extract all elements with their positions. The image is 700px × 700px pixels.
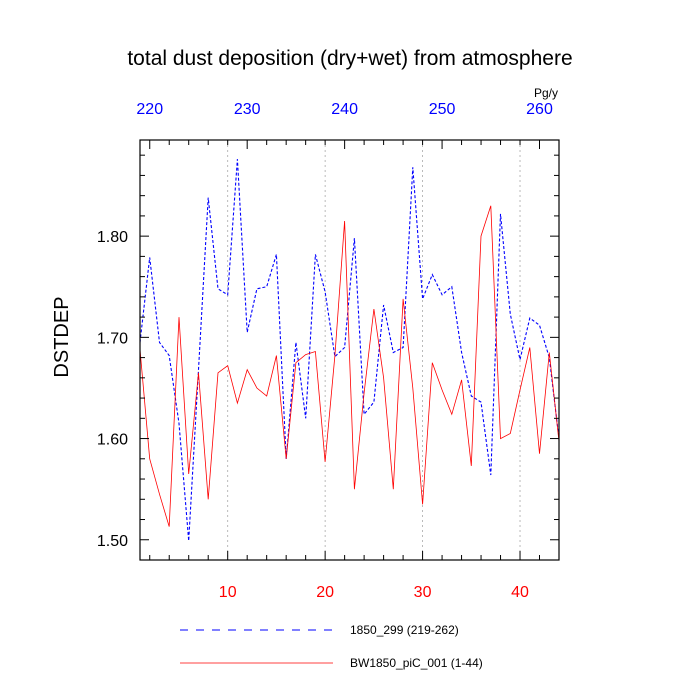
legend: 1850_299 (219-262) BW1850_piC_001 (1-44) (180, 623, 483, 670)
x-tick-label-top: 230 (234, 101, 261, 118)
series-1850-line (139, 159, 560, 541)
y-tick-label: 1.80 (97, 229, 128, 246)
y-axis-label: DSTDEP (51, 296, 73, 377)
units-label: Pg/y (534, 86, 558, 100)
y-tick-label: 1.50 (97, 533, 128, 550)
plot-frame (139, 139, 560, 561)
x-tick-label-bottom: 10 (219, 584, 237, 601)
x-tick-label-bottom: 40 (511, 584, 529, 601)
ticks: 1.50 1.60 1.70 1.80 10 20 30 40 220 230 240 250 260 (97, 101, 560, 601)
y-tick-label: 1.70 (97, 330, 128, 347)
grid (227, 140, 521, 560)
x-tick-label-top: 240 (331, 101, 358, 118)
legend-label: BW1850_piC_001 (1-44) (350, 656, 483, 670)
x-tick-label-top: 220 (136, 101, 163, 118)
x-tick-label-top: 260 (526, 101, 553, 118)
series-layer (139, 159, 560, 541)
legend-label: 1850_299 (219-262) (350, 623, 459, 637)
y-tick-label: 1.60 (97, 432, 128, 449)
x-tick-label-top: 250 (429, 101, 456, 118)
chart-title: total dust deposition (dry+wet) from atm… (127, 47, 572, 70)
x-tick-label-bottom: 20 (316, 584, 334, 601)
series-bw1850-line (139, 205, 560, 527)
x-tick-label-bottom: 30 (414, 584, 432, 601)
